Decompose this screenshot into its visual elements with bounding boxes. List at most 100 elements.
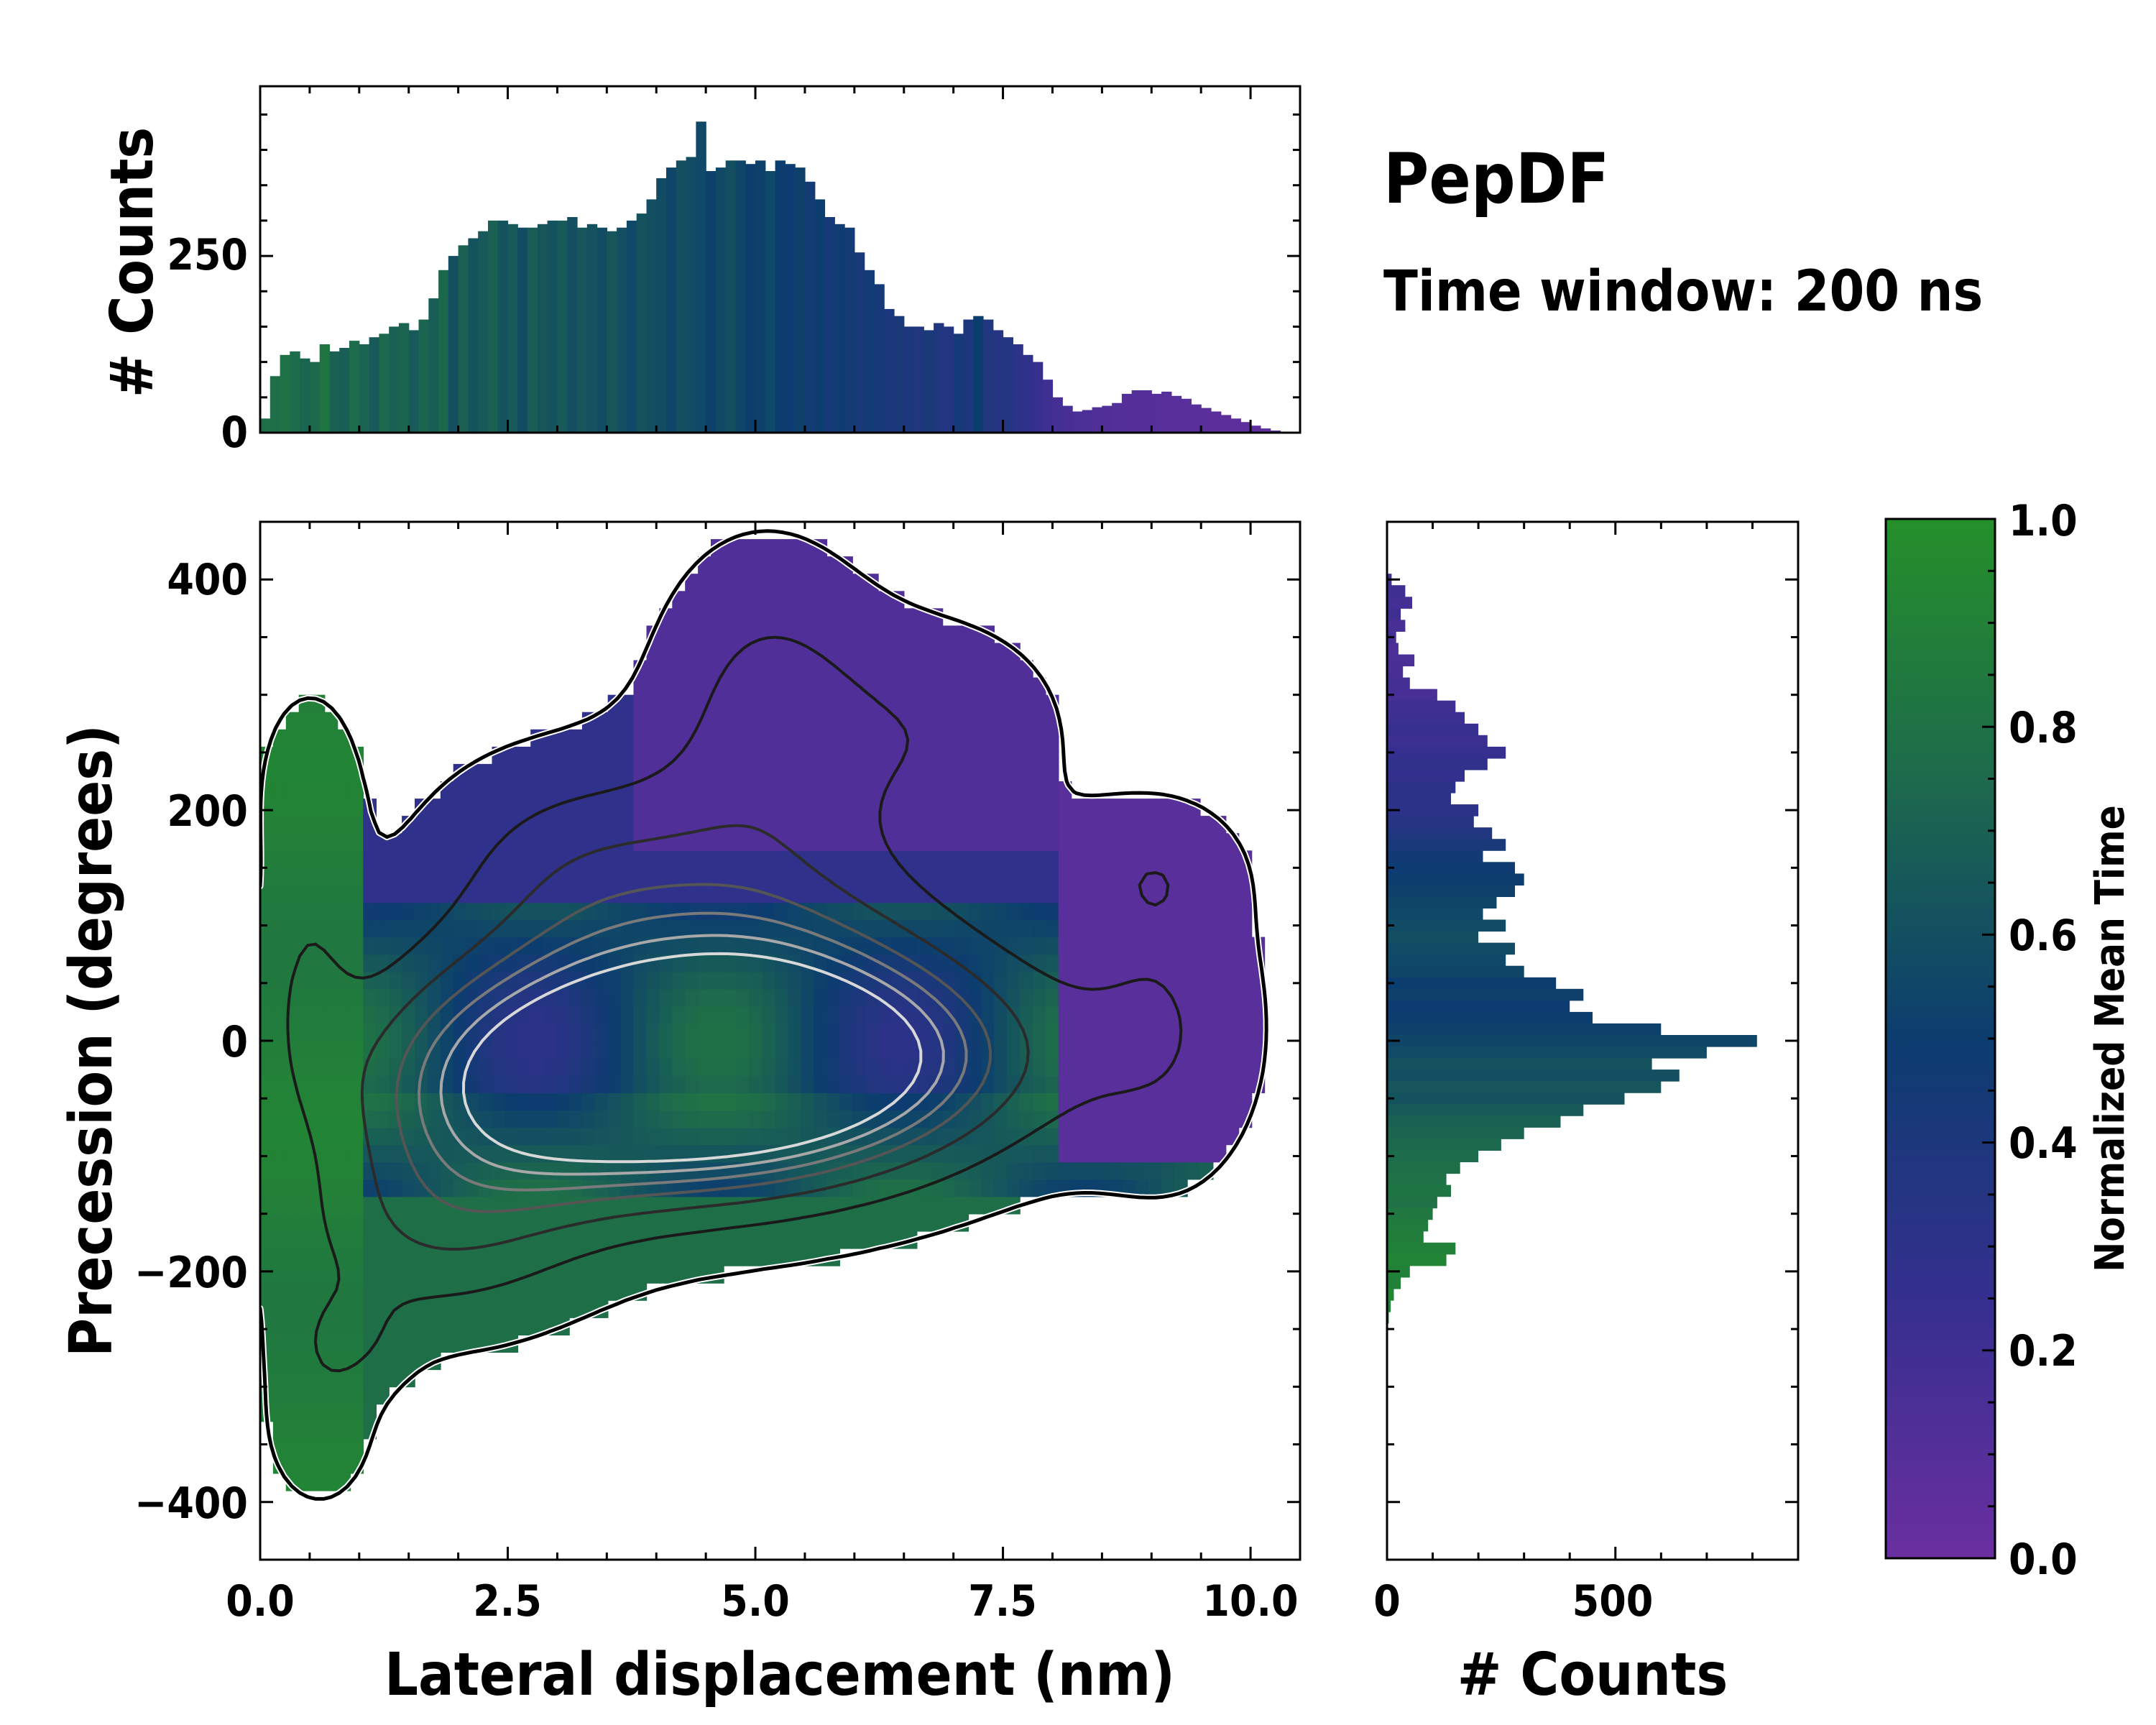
heatmap-cell (402, 1092, 415, 1111)
heatmap-cell (955, 937, 969, 955)
heatmap-cell (865, 954, 879, 972)
main-xtick-label-2.5: 2.5 (473, 1576, 542, 1627)
heatmap-cell (324, 781, 338, 799)
heatmap-cell (556, 816, 570, 834)
heatmap-cell (298, 868, 313, 886)
heatmap-cell (389, 1230, 402, 1249)
heatmap-cell (672, 902, 686, 921)
heatmap-cell (1199, 1110, 1214, 1128)
heatmap-cell (298, 1300, 313, 1318)
heatmap-cell (698, 1213, 711, 1232)
heatmap-cell (826, 1092, 840, 1111)
density-contour (418, 911, 968, 1192)
heatmap-cell (633, 799, 648, 816)
heatmap-cell (1045, 919, 1059, 938)
heatmap-cell (581, 1230, 596, 1249)
heatmap-cell (736, 781, 750, 799)
heatmap-cell (505, 1317, 519, 1335)
heatmap-cell (942, 694, 957, 713)
heatmap-cell (916, 902, 931, 921)
heatmap-cell (801, 1058, 815, 1076)
heatmap-cell (1071, 988, 1085, 1007)
heatmap-cell (711, 694, 724, 713)
heatmap-cell (1045, 937, 1059, 955)
heatmap-cell (826, 885, 840, 903)
heatmap-cell (337, 988, 351, 1007)
heatmap-cell (607, 1110, 622, 1128)
heatmap-cell (337, 937, 351, 955)
heatmap-cell (272, 781, 287, 799)
heatmap-cell (775, 1110, 789, 1128)
top-histogram-bar (369, 337, 379, 433)
heatmap-cell (376, 919, 390, 938)
heatmap-cell (543, 833, 557, 852)
heatmap-cell (440, 1230, 454, 1249)
heatmap-cell (736, 539, 750, 557)
heatmap-cell (646, 833, 660, 852)
heatmap-cell (620, 988, 635, 1007)
heatmap-cell (415, 1282, 428, 1301)
top-histogram-bar (1131, 390, 1143, 433)
heatmap-cell (916, 1196, 931, 1215)
heatmap-cell (723, 1075, 737, 1093)
heatmap-cell (350, 1179, 364, 1197)
heatmap-cell (389, 850, 402, 869)
heatmap-cell (659, 1041, 673, 1059)
heatmap-cell (505, 1300, 519, 1318)
heatmap-cell (581, 885, 596, 903)
heatmap-cell (955, 781, 969, 799)
heatmap-cell (1097, 937, 1111, 955)
heatmap-cell (517, 902, 531, 921)
heatmap-cell (298, 885, 313, 903)
heatmap-cell (775, 1058, 789, 1076)
heatmap-cell (1020, 937, 1033, 955)
heatmap-cell (1225, 1092, 1240, 1111)
heatmap-cell (402, 1248, 415, 1266)
heatmap-cell (672, 677, 686, 696)
top-histogram-ylabel: # Counts (98, 127, 167, 398)
heatmap-cell (466, 833, 480, 852)
right-histogram-bar (1387, 1242, 1456, 1255)
heatmap-cell (1225, 937, 1240, 955)
heatmap-cell (1032, 694, 1046, 713)
heatmap-cell (865, 643, 879, 661)
heatmap-cell (350, 1404, 364, 1422)
top-histogram-bar (686, 157, 696, 433)
heatmap-cell (672, 971, 686, 990)
heatmap-cell (685, 988, 699, 1007)
heatmap-cell (1161, 816, 1175, 834)
heatmap-cell (285, 1265, 300, 1284)
heatmap-cells (260, 539, 1266, 1491)
heatmap-cell (749, 781, 763, 799)
colorbar-tick-label-0.6: 0.6 (2009, 911, 2078, 961)
top-histogram-bars (260, 121, 1291, 433)
heatmap-cell (1123, 868, 1136, 886)
heatmap-cell (530, 1179, 544, 1197)
heatmap-cell (607, 1179, 622, 1197)
heatmap-cell (272, 971, 287, 990)
heatmap-cell (1110, 937, 1124, 955)
heatmap-cell (505, 781, 519, 799)
heatmap-cell (698, 763, 711, 782)
heatmap-cell (324, 971, 338, 990)
heatmap-cell (1110, 1041, 1124, 1059)
heatmap-cell (440, 885, 454, 903)
heatmap-cell (672, 1110, 686, 1128)
heatmap-cell (942, 1179, 957, 1197)
heatmap-cell (1020, 1092, 1033, 1111)
figure-title: PepDF (1383, 139, 1609, 219)
heatmap-cell (1007, 937, 1021, 955)
heatmap-cell (337, 1282, 351, 1301)
heatmap-cell (839, 677, 853, 696)
heatmap-cell (826, 799, 840, 816)
heatmap-cell (685, 608, 699, 627)
heatmap-cell (594, 1110, 609, 1128)
heatmap-cell (479, 1265, 493, 1284)
heatmap-cell (633, 746, 648, 765)
heatmap-cell (762, 1041, 776, 1059)
top-histogram-bar (617, 227, 627, 433)
heatmap-cell (556, 1023, 570, 1041)
heatmap-cell (466, 1006, 480, 1024)
heatmap-cell (350, 885, 364, 903)
heatmap-cell (633, 971, 648, 990)
